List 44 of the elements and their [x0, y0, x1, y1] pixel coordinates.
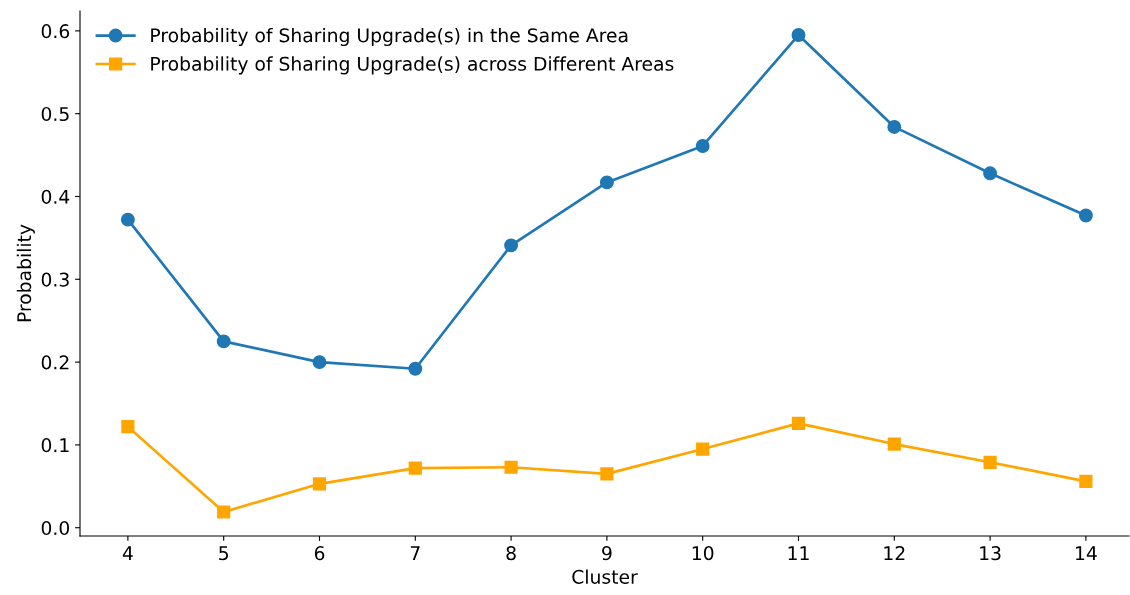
y-tick-label: 0.2: [41, 355, 69, 370]
point: [504, 460, 518, 474]
y-tick-label: 0.0: [41, 520, 70, 536]
point: [599, 175, 614, 190]
x-tick-label: 6: [314, 546, 325, 561]
point: [312, 355, 327, 370]
point: [408, 361, 423, 376]
x-tick-label: 12: [884, 546, 905, 560]
y-tick-label: 0.4: [41, 189, 70, 204]
point: [120, 212, 135, 227]
point: [600, 467, 614, 481]
point: [504, 238, 519, 253]
x-tick-label: 13: [980, 546, 1001, 561]
x-tick-label: 11: [788, 546, 809, 560]
point: [217, 505, 231, 519]
y-axis-title: Probability: [16, 224, 35, 322]
point: [887, 437, 901, 451]
point: [696, 442, 710, 456]
point: [216, 334, 231, 349]
point: [1079, 474, 1093, 488]
y-tick-label: 0.1: [41, 438, 69, 453]
point: [791, 28, 806, 42]
legend-label: Probability of Sharing Upgrade(s) in the Same Area: [151, 27, 628, 47]
y-tick-label: 0.6: [41, 24, 70, 39]
point: [121, 420, 135, 434]
x-tick-label: 7: [410, 546, 420, 560]
point: [312, 477, 327, 491]
x-tick-label: 10: [692, 546, 714, 561]
x-axis-title: Cluster: [572, 569, 638, 584]
x-tick-label: 8: [506, 546, 516, 561]
legend-label: Probability of Sharing Upgrade(s) across Different Areas: [151, 56, 674, 75]
point: [695, 139, 710, 153]
point: [1078, 208, 1093, 223]
y-tick-label: 0.5: [41, 106, 69, 122]
x-tick-label: 4: [122, 546, 133, 560]
point: [791, 416, 806, 430]
y-tick-label: 0.3: [41, 272, 69, 287]
point: [408, 461, 422, 475]
x-tick-label: 9: [602, 546, 612, 561]
point: [887, 119, 902, 134]
point: [983, 166, 998, 181]
point: [983, 455, 997, 469]
x-tick-label: 5: [219, 546, 229, 561]
x-tick-label: 14: [1076, 546, 1097, 560]
